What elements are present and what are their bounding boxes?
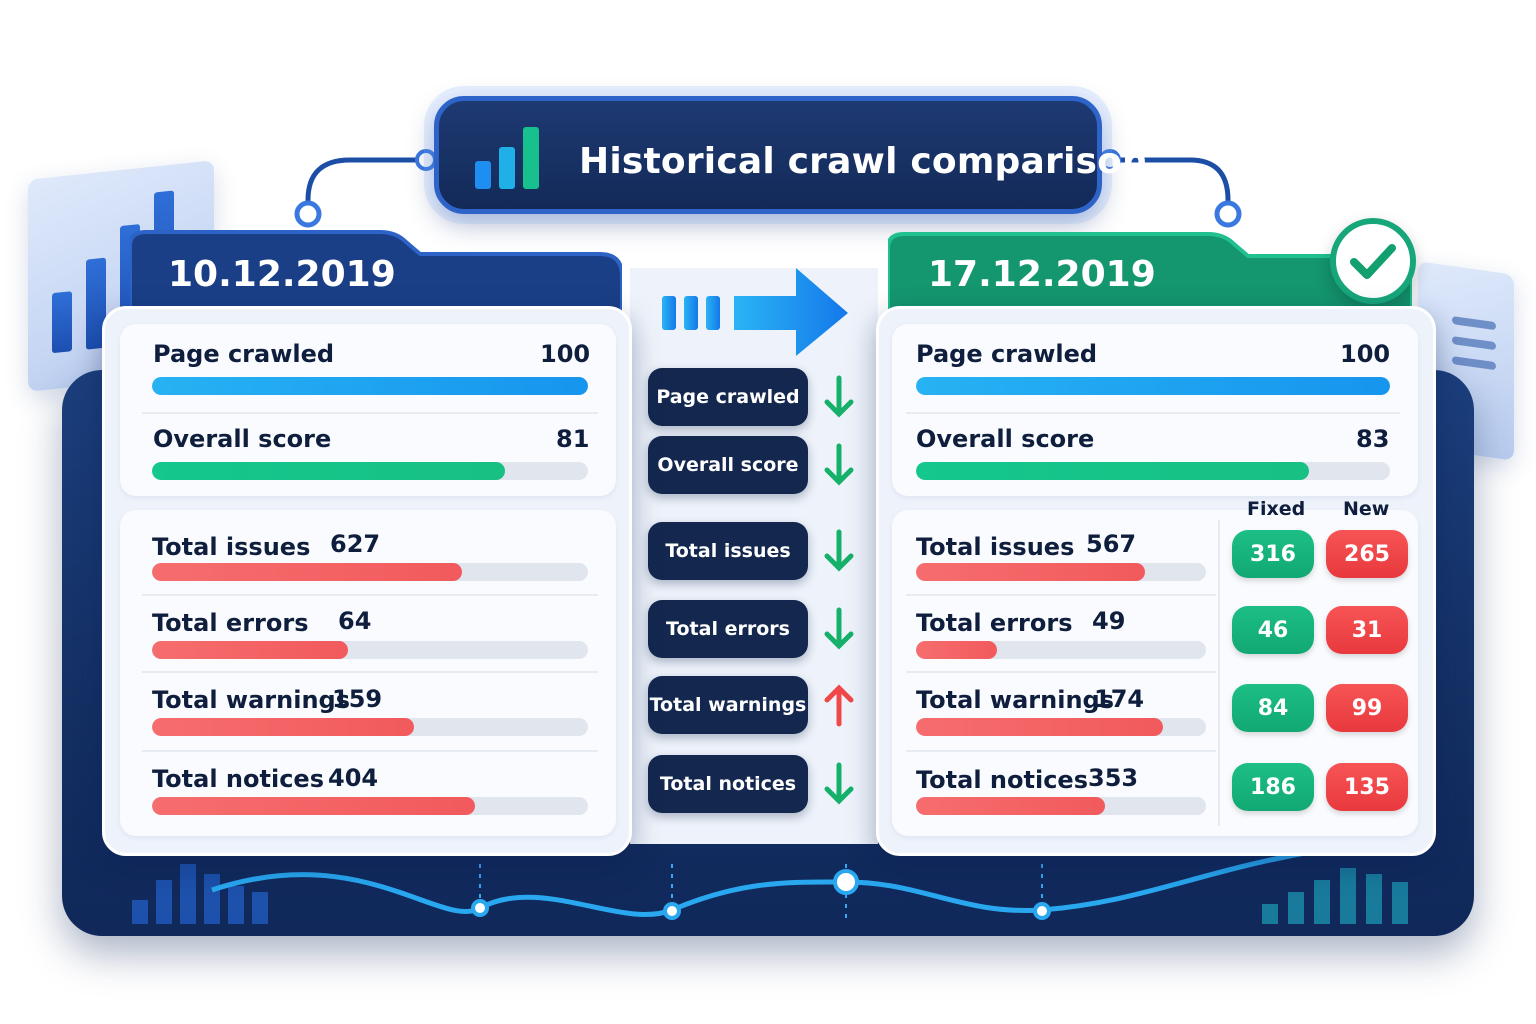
change-chip-total-issues: Total issues — [648, 522, 808, 580]
progress-fill — [152, 563, 462, 581]
progress-bar — [916, 377, 1390, 395]
metric-label: Total warnings — [916, 686, 1114, 714]
metric-value: 353 — [1088, 764, 1139, 792]
page-header: Historical crawl comparison — [434, 96, 1148, 214]
progress-bar — [916, 797, 1206, 815]
divider — [906, 594, 1216, 596]
change-chip-total-errors: Total errors — [648, 600, 808, 658]
new-column-header: New — [1343, 498, 1390, 520]
divider — [142, 594, 598, 596]
progress-fill — [152, 797, 475, 815]
arrow-down-icon — [824, 762, 854, 805]
progress-bar — [916, 563, 1206, 581]
progress-fill — [916, 718, 1163, 736]
metric-label: Total issues — [152, 533, 311, 561]
fixed-count-badge: 316 — [1232, 530, 1314, 578]
decorative-bar — [52, 291, 72, 354]
metric-value: 49 — [1092, 607, 1126, 635]
progress-fill — [152, 718, 414, 736]
progress-bar — [916, 462, 1390, 480]
change-chip-page-crawled: Page crawled — [648, 368, 808, 426]
metric-label: Page crawled — [153, 340, 335, 368]
left-date-tab — [130, 230, 622, 318]
progress-fill — [152, 641, 349, 659]
left-date: 10.12.2019 — [168, 254, 396, 295]
divider — [906, 412, 1400, 414]
progress-bar — [152, 563, 588, 581]
metric-value: 100 — [540, 340, 591, 368]
new-count-badge: 99 — [1326, 684, 1408, 732]
decorative-line — [1452, 316, 1496, 331]
column-divider — [1218, 520, 1220, 826]
progress-fill — [916, 377, 1390, 395]
metric-label: Total errors — [152, 609, 309, 637]
progress-fill — [152, 462, 506, 480]
metric-value: 83 — [1356, 425, 1390, 453]
fixed-count-badge: 186 — [1232, 763, 1314, 811]
progress-fill — [916, 797, 1105, 815]
change-chip-overall-score: Overall score — [648, 436, 808, 494]
check-icon — [1350, 244, 1396, 279]
arrow-down-icon — [824, 529, 854, 572]
metric-label: Overall score — [153, 425, 332, 453]
metric-value: 404 — [328, 764, 379, 792]
metric-value: 159 — [332, 685, 383, 713]
arrow-down-icon — [824, 607, 854, 650]
progress-bar — [152, 377, 588, 395]
bar-chart-icon — [475, 127, 539, 189]
progress-fill — [916, 462, 1310, 480]
page-title: Historical crawl comparison — [579, 141, 1148, 182]
progress-bar — [152, 718, 588, 736]
forward-arrow-icon — [662, 268, 848, 356]
new-count-badge: 31 — [1326, 606, 1408, 654]
progress-bar — [916, 718, 1206, 736]
divider — [142, 750, 598, 752]
timeline-graphic — [132, 847, 1408, 924]
new-count-badge: 265 — [1326, 530, 1408, 578]
arrow-down-icon — [824, 443, 854, 486]
progress-bar — [152, 797, 588, 815]
metric-label: Total issues — [916, 533, 1075, 561]
change-chip-total-notices: Total notices — [648, 755, 808, 813]
metric-label: Page crawled — [916, 340, 1098, 368]
divider — [906, 671, 1216, 673]
status-badge — [1330, 218, 1416, 304]
decorative-line — [1452, 356, 1496, 371]
decorative-line — [1452, 336, 1496, 351]
new-count-badge: 135 — [1326, 763, 1408, 811]
metric-label: Total notices — [152, 765, 324, 793]
metric-label: Total notices — [916, 766, 1088, 794]
arrow-down-icon — [824, 375, 854, 418]
progress-fill — [916, 641, 998, 659]
fixed-column-header: Fixed — [1247, 498, 1306, 520]
right-date: 17.12.2019 — [928, 254, 1156, 295]
divider — [142, 412, 598, 414]
progress-bar — [916, 641, 1206, 659]
fixed-count-badge: 46 — [1232, 606, 1314, 654]
progress-bar — [152, 462, 588, 480]
fixed-count-badge: 84 — [1232, 684, 1314, 732]
change-chip-total-warnings: Total warnings — [648, 676, 808, 734]
progress-fill — [916, 563, 1146, 581]
arrow-up-icon — [824, 684, 854, 727]
metric-value: 64 — [338, 607, 372, 635]
metric-value: 627 — [330, 530, 381, 558]
metric-value: 174 — [1094, 685, 1145, 713]
progress-bar — [152, 641, 588, 659]
metric-label: Total errors — [916, 609, 1073, 637]
metric-value: 81 — [556, 425, 590, 453]
metric-value: 567 — [1086, 530, 1137, 558]
metric-label: Total warnings — [152, 686, 350, 714]
metric-label: Overall score — [916, 425, 1095, 453]
metric-value: 100 — [1340, 340, 1391, 368]
divider — [906, 750, 1216, 752]
progress-fill — [152, 377, 588, 395]
divider — [142, 671, 598, 673]
